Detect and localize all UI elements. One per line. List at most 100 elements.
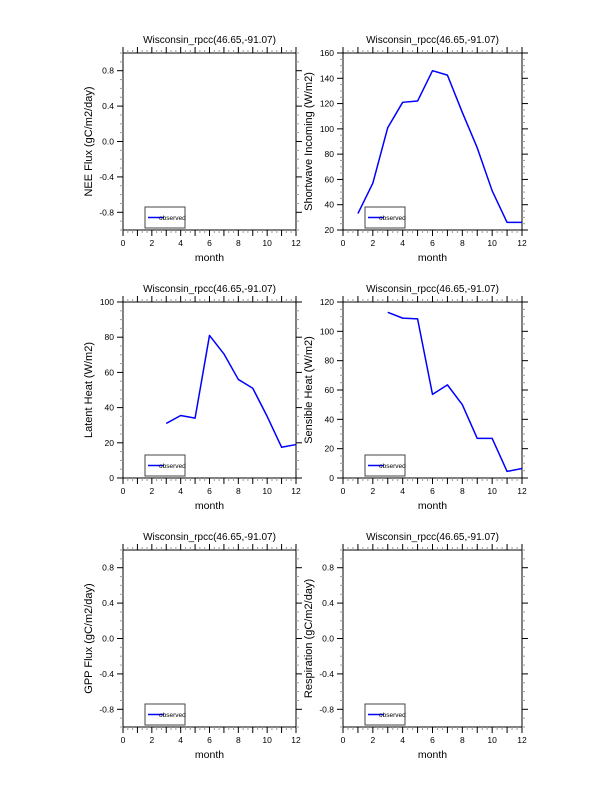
legend: observed	[144, 454, 186, 477]
x-tick-label: 6	[207, 238, 212, 248]
x-tick-label: 0	[341, 735, 346, 745]
plot-frame	[342, 549, 523, 728]
y-tick-label: -0.4	[99, 172, 114, 182]
y-tick-label: 20	[325, 444, 335, 454]
x-tick-label: 6	[430, 238, 435, 248]
x-tick-label: 8	[460, 735, 465, 745]
legend-box	[144, 454, 186, 477]
x-tick-label: 8	[460, 486, 465, 496]
y-minor-ticks	[340, 308, 525, 472]
y-tick-label: -0.4	[99, 669, 114, 679]
y-tick-label: -0.8	[319, 704, 334, 714]
x-tick-label: 2	[149, 238, 154, 248]
panel-respiration: -0.8 -0.4 0.0 0.4 0.8 0 2 4 6 8 10 12 observed Wiscon…	[238, 525, 557, 777]
y-axis-label: Shortwave Incoming (W/m2)	[303, 72, 315, 211]
x-tick-label: 2	[370, 735, 375, 745]
x-tick-label: 10	[487, 238, 497, 248]
y-major-ticks	[337, 52, 528, 231]
y-tick-label: 100	[100, 297, 114, 307]
y-tick-label: 0.0	[102, 137, 114, 147]
x-tick-label: 0	[121, 238, 126, 248]
x-tick-label: 2	[149, 735, 154, 745]
x-tick-label: 6	[207, 486, 212, 496]
y-tick-label: 80	[325, 149, 335, 159]
x-tick-label: 10	[487, 486, 497, 496]
legend: observed	[364, 206, 406, 229]
x-minor-ticks	[347, 50, 518, 233]
y-major-ticks	[117, 301, 302, 479]
plot-frame	[342, 301, 523, 479]
y-minor-ticks	[120, 310, 299, 470]
x-major-ticks	[342, 47, 523, 236]
y-tick-label: 0.8	[102, 563, 114, 573]
x-minor-ticks	[347, 547, 518, 730]
y-tick-label: 120	[320, 297, 334, 307]
y-tick-label: 80	[105, 332, 115, 342]
y-tick-label: 100	[320, 124, 334, 134]
y-tick-label: 0.8	[322, 563, 334, 573]
x-tick-label: 4	[178, 486, 183, 496]
x-tick-label: 8	[460, 238, 465, 248]
x-tick-label: 4	[178, 735, 183, 745]
panel-shortwave-incoming: 20 40 60 80 100 120 140 160 0 2 4 6 8 10 12 observed Wis…	[238, 28, 557, 280]
y-tick-label: 40	[105, 403, 115, 413]
x-tick-label: 0	[341, 238, 346, 248]
y-major-ticks	[337, 567, 528, 710]
y-tick-label: 0.0	[322, 634, 334, 644]
x-tick-label: 12	[291, 735, 301, 745]
x-minor-ticks	[127, 547, 292, 730]
x-tick-label: 8	[236, 238, 241, 248]
shortwave-incoming-chart: 20 40 60 80 100 120 140 160 0 2 4 6 8 10 12 observed Wis…	[303, 35, 528, 264]
x-major-ticks	[342, 296, 523, 484]
legend-box	[144, 703, 186, 726]
x-tick-label: 10	[487, 735, 497, 745]
x-tick-label: 4	[178, 238, 183, 248]
observed-series-line	[165, 334, 297, 448]
y-tick-label: 80	[325, 356, 335, 366]
y-tick-label: 40	[325, 200, 335, 210]
x-tick-label: 10	[262, 735, 272, 745]
x-tick-label: 2	[370, 486, 375, 496]
panel-nee-flux: -0.8 -0.4 0.0 0.4 0.8 0 2 4 6 8 10 12 observed Wiscon…	[18, 28, 331, 280]
x-tick-label: 12	[291, 486, 301, 496]
y-minor-ticks	[340, 549, 525, 728]
x-tick-label: 4	[400, 238, 405, 248]
y-tick-label: 160	[320, 48, 334, 58]
y-axis-label: Sensible Heat (W/m2)	[303, 336, 315, 444]
panel-sensible-heat: 0 20 40 60 80 100 120 0 2 4 6 8 10 12 observed Wisconsi…	[238, 277, 557, 528]
x-tick-label: 8	[236, 735, 241, 745]
legend-label: observed	[379, 463, 406, 470]
x-tick-label: 4	[400, 486, 405, 496]
latent-heat-chart: 0 20 40 60 80 100 0 2 4 6 8 10 12 observed Wisconsin_r…	[83, 284, 302, 512]
legend-label: observed	[379, 215, 406, 222]
observed-series-line	[357, 69, 522, 224]
x-tick-label: 6	[430, 735, 435, 745]
plot-title: Wisconsin_rpcc(46.65,-91.07)	[366, 35, 499, 46]
legend-box	[364, 206, 406, 229]
x-tick-label: 12	[517, 486, 527, 496]
x-axis-label: month	[418, 500, 447, 512]
legend-label: observed	[159, 215, 186, 222]
x-major-ticks	[122, 47, 297, 236]
respiration-chart: -0.8 -0.4 0.0 0.4 0.8 0 2 4 6 8 10 12 observed Wiscon…	[303, 532, 528, 761]
panel-latent-heat: 0 20 40 60 80 100 0 2 4 6 8 10 12 observed Wisconsin_r…	[18, 277, 331, 528]
plot-title: Wisconsin_rpcc(46.65,-91.07)	[143, 532, 276, 543]
y-tick-label: 60	[325, 174, 335, 184]
y-tick-label: 120	[320, 99, 334, 109]
x-tick-label: 8	[236, 486, 241, 496]
y-axis-label: NEE Flux (gC/m2/day)	[83, 86, 95, 196]
legend: observed	[364, 703, 406, 726]
legend: observed	[144, 206, 186, 229]
y-tick-label: -0.8	[99, 704, 114, 714]
sensible-heat-chart: 0 20 40 60 80 100 120 0 2 4 6 8 10 12 observed Wisconsi…	[303, 284, 528, 512]
observed-series-line	[387, 311, 523, 473]
plot-frame	[342, 52, 523, 231]
x-tick-label: 0	[341, 486, 346, 496]
y-tick-label: 0.0	[102, 634, 114, 644]
y-major-ticks	[117, 567, 302, 710]
legend-label: observed	[159, 463, 186, 470]
y-minor-ticks	[120, 549, 299, 728]
y-axis-label: Respiration (gC/m2/day)	[303, 579, 315, 698]
legend: observed	[144, 703, 186, 726]
nee-flux-chart: -0.8 -0.4 0.0 0.4 0.8 0 2 4 6 8 10 12 observed Wiscon…	[83, 35, 302, 264]
